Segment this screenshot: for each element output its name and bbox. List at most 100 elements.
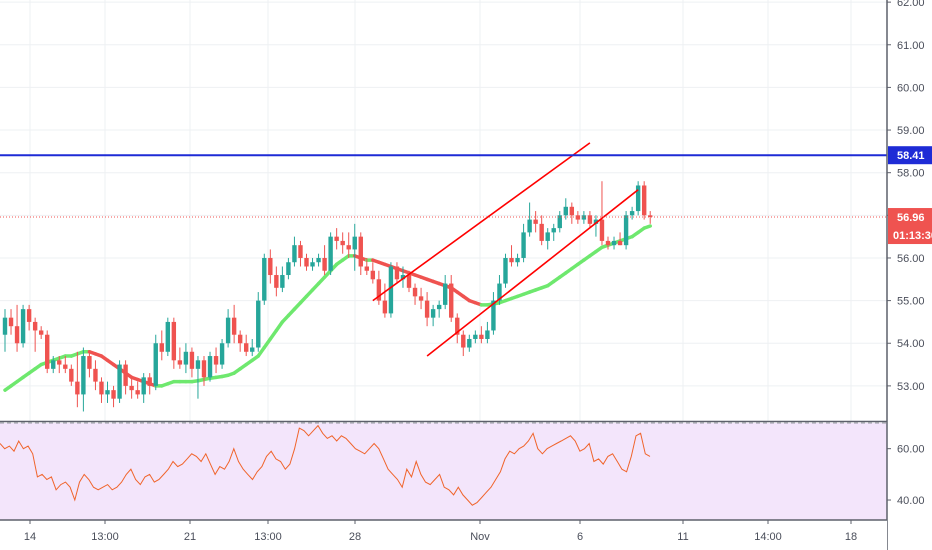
last-price-badge — [888, 208, 932, 245]
candle-body — [141, 377, 146, 395]
candle-body — [418, 296, 424, 301]
candle — [75, 351, 80, 408]
candle — [328, 232, 333, 276]
candle-body — [129, 385, 134, 391]
time-tick-label: 14:00 — [754, 531, 782, 543]
candle-body — [442, 283, 448, 305]
candle — [213, 347, 219, 374]
candle-body — [461, 334, 466, 348]
candle-body — [605, 240, 611, 246]
candle — [63, 356, 68, 374]
candle — [388, 262, 394, 318]
candle-body — [63, 364, 68, 369]
candle-body — [123, 364, 128, 386]
candle-body — [370, 270, 376, 280]
candles — [2, 181, 653, 412]
channel-upper-line — [372, 142, 591, 302]
candle — [545, 228, 550, 250]
price-tick-label: 56.00 — [897, 253, 925, 265]
candle-body — [503, 257, 508, 284]
candle — [201, 356, 207, 386]
candle-body — [159, 343, 164, 352]
candle-body — [171, 321, 177, 361]
candle — [274, 266, 279, 297]
candle-body — [274, 275, 279, 288]
candle-body — [111, 390, 116, 399]
price-tick-label: 62.00 — [897, 0, 925, 9]
candle-body — [593, 219, 599, 224]
candle — [57, 356, 62, 374]
time-tick-label: 13:00 — [91, 531, 119, 543]
candle-body — [244, 343, 249, 352]
time-tick-label: 18 — [845, 531, 857, 543]
price-tick-label: 55.00 — [897, 296, 925, 308]
candle-body — [328, 236, 333, 271]
candle — [165, 317, 171, 357]
candle-body — [213, 356, 219, 365]
candle-body — [455, 317, 460, 335]
candle-body — [38, 330, 44, 335]
candle-body — [334, 236, 339, 241]
candle — [370, 262, 376, 284]
candle-body — [250, 347, 255, 352]
candle — [38, 326, 44, 339]
candle-body — [629, 211, 635, 216]
candle — [430, 304, 436, 327]
candle — [635, 181, 641, 216]
moving-average-line — [3, 224, 652, 392]
candle-body — [57, 360, 62, 365]
candle — [436, 300, 442, 318]
candle — [515, 253, 520, 267]
candle-body — [225, 317, 231, 344]
time-tick-label: 28 — [349, 531, 361, 543]
candle — [539, 215, 544, 246]
candle-body — [8, 317, 14, 327]
candle — [605, 236, 611, 250]
candle-body — [153, 343, 158, 386]
time-tick-label: 11 — [677, 531, 688, 543]
candle — [117, 360, 122, 403]
candle-body — [545, 232, 550, 241]
candle — [503, 253, 508, 288]
candle-body — [316, 257, 321, 263]
candle — [111, 385, 116, 408]
candle-body — [587, 215, 593, 224]
candle — [599, 181, 605, 246]
candle-body — [183, 351, 189, 365]
candle-body — [533, 219, 538, 224]
candle — [400, 266, 406, 288]
candle-body — [147, 377, 152, 386]
candle-body — [20, 309, 26, 344]
candle — [491, 292, 496, 335]
price-tick-label: 59.00 — [897, 125, 925, 137]
candle-body — [635, 185, 641, 212]
candle-body — [479, 334, 484, 339]
time-tick-label: Nov — [470, 531, 490, 543]
candle — [81, 347, 86, 412]
candle — [382, 283, 388, 318]
candle — [485, 321, 490, 344]
candle-body — [623, 215, 629, 246]
candle — [195, 356, 201, 399]
candle — [593, 215, 599, 237]
candle — [237, 330, 243, 352]
candle-body — [557, 215, 562, 229]
resistance-price-label: 58.41 — [897, 150, 925, 162]
candle — [479, 326, 484, 344]
candle-body — [268, 257, 273, 276]
candle-body — [93, 368, 98, 382]
candle-body — [310, 262, 315, 267]
candle — [219, 338, 225, 369]
candle-body — [364, 266, 369, 271]
price-channel — [372, 142, 639, 357]
candle-body — [280, 275, 285, 288]
candle — [648, 211, 653, 224]
channel-lower-line — [426, 189, 639, 357]
candle — [346, 232, 351, 258]
candle — [225, 309, 231, 348]
candle — [231, 304, 237, 344]
candle-body — [388, 266, 394, 314]
candle — [256, 292, 261, 352]
candle — [14, 304, 20, 352]
